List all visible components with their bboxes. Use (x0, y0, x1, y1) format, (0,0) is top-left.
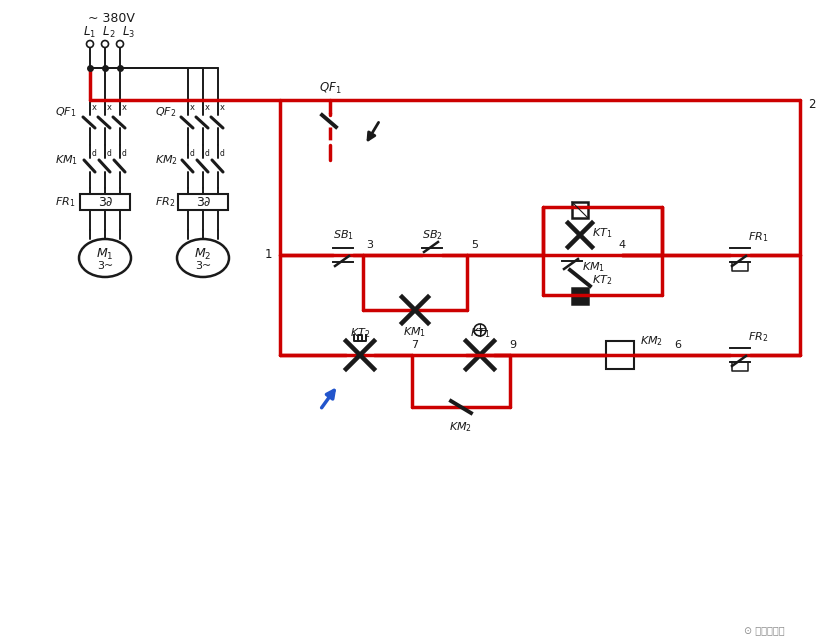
Text: x: x (91, 104, 96, 113)
Text: $SB_1$: $SB_1$ (333, 228, 353, 242)
Text: x: x (205, 104, 210, 113)
Text: 3∂: 3∂ (196, 195, 211, 208)
Text: $KT_2$: $KT_2$ (592, 273, 612, 287)
Text: $KM_2$: $KM_2$ (450, 420, 472, 434)
Text: $KM_2$: $KM_2$ (641, 334, 663, 348)
Text: 3~: 3~ (195, 261, 211, 271)
Text: ~ 380V: ~ 380V (88, 12, 135, 24)
Text: $M_2$: $M_2$ (194, 246, 211, 262)
Text: 7: 7 (411, 340, 419, 350)
Text: ⊙ 小电工点点: ⊙ 小电工点点 (744, 625, 785, 635)
Text: $KT_2$: $KT_2$ (350, 326, 370, 340)
Bar (178, 194, 228, 210)
Text: $KM_1$: $KM_1$ (583, 260, 605, 274)
Text: d: d (107, 149, 112, 158)
Text: x: x (220, 104, 224, 113)
Text: 6: 6 (675, 340, 681, 350)
Text: d: d (91, 149, 96, 158)
Text: 2: 2 (809, 98, 816, 111)
Text: $SB_2$: $SB_2$ (422, 228, 442, 242)
Bar (80, 194, 130, 210)
Text: $L_1$  $L_2$  $L_3$: $L_1$ $L_2$ $L_3$ (83, 24, 135, 40)
Text: x: x (107, 104, 112, 113)
Text: $M_1$: $M_1$ (96, 246, 113, 262)
Bar (606, 341, 634, 369)
Text: $KM_1$: $KM_1$ (55, 153, 78, 167)
Bar (572, 288, 588, 304)
Text: 5: 5 (472, 240, 478, 250)
Text: $FR_2$: $FR_2$ (155, 195, 175, 209)
Text: $FR_1$: $FR_1$ (747, 230, 768, 244)
Text: d: d (205, 149, 210, 158)
Text: $FR_2$: $FR_2$ (748, 330, 768, 344)
Text: 4: 4 (619, 240, 626, 250)
Text: 3: 3 (366, 240, 374, 250)
Text: $QF_1$: $QF_1$ (319, 80, 341, 96)
Text: 3∂: 3∂ (98, 195, 112, 208)
Bar (572, 202, 588, 218)
Text: $KM_2$: $KM_2$ (155, 153, 178, 167)
Text: $KM_1$: $KM_1$ (403, 325, 427, 339)
Text: $QF_2$: $QF_2$ (155, 105, 176, 119)
Text: 1: 1 (264, 248, 272, 262)
Text: x: x (122, 104, 126, 113)
Text: $FR_1$: $FR_1$ (55, 195, 75, 209)
Text: d: d (220, 149, 224, 158)
Text: x: x (189, 104, 194, 113)
Text: d: d (122, 149, 126, 158)
Text: $QF_1$: $QF_1$ (55, 105, 77, 119)
Text: 3~: 3~ (97, 261, 113, 271)
Text: 9: 9 (509, 340, 517, 350)
Text: $KT_1$: $KT_1$ (592, 226, 612, 240)
Text: $KT_1$: $KT_1$ (470, 326, 490, 340)
Text: d: d (189, 149, 194, 158)
